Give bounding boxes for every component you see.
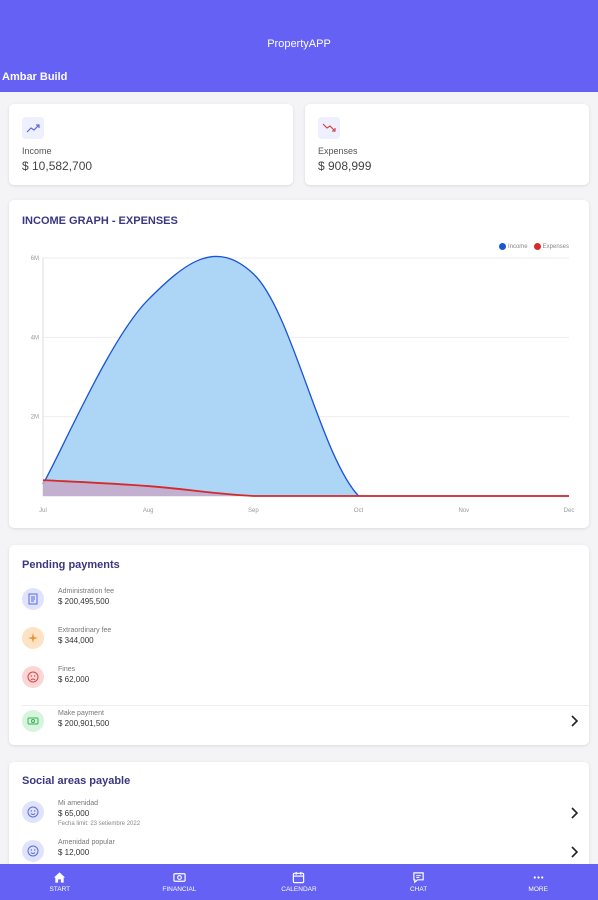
income-value: $ 10,582,700 (22, 159, 93, 173)
chart-title: INCOME GRAPH - EXPENSES (22, 215, 178, 227)
series-area-income (43, 256, 569, 496)
social-item-label: Amenidad popular (58, 839, 115, 846)
nav-label: CALENDAR (281, 886, 317, 893)
sad-face-icon (22, 666, 44, 688)
social-areas-card: Social areas payable Mi amenidad $ 65,00… (9, 762, 589, 872)
income-label: Income (22, 146, 52, 156)
bottom-navigation: START FINANCIAL CALENDAR CHAT MORE (0, 864, 598, 900)
smile-face-icon (22, 840, 44, 862)
make-payment-value: $ 200,901,500 (58, 719, 110, 728)
expenses-label: Expenses (318, 146, 358, 156)
pending-item-value: $ 200,495,500 (58, 597, 110, 606)
document-icon (22, 588, 44, 610)
pending-item-label: Extraordinary fee (58, 627, 112, 634)
social-item-value: $ 65,000 (58, 809, 90, 818)
money-icon (173, 873, 186, 882)
nav-label: FINANCIAL (162, 886, 197, 893)
chat-icon (413, 872, 424, 884)
social-item-deadline: Fecha limit: 23 setiembre 2022 (58, 821, 141, 827)
make-payment-row[interactable]: Make payment $ 200,901,500 (22, 710, 582, 740)
y-tick-label: 6M (31, 256, 39, 262)
series-area-expenses (43, 480, 569, 496)
y-tick-label: 4M (31, 335, 39, 341)
building-name: Ambar Build (2, 71, 68, 83)
pending-item-extraordinary-fee[interactable]: Extraordinary fee $ 344,000 (22, 627, 582, 657)
x-tick-label: Oct (354, 508, 364, 514)
social-areas-title: Social areas payable (22, 775, 131, 787)
home-icon (54, 872, 66, 883)
app-header: PropertyAPP Ambar Build (0, 0, 598, 92)
pending-payments-title: Pending payments (22, 559, 120, 571)
nav-more[interactable]: MORE (478, 864, 598, 900)
trending-up-icon (22, 117, 44, 139)
nav-start[interactable]: START (0, 864, 120, 900)
expenses-card[interactable]: Expenses $ 908,999 (305, 104, 589, 185)
income-card[interactable]: Income $ 10,582,700 (9, 104, 293, 185)
make-payment-label: Make payment (58, 710, 104, 717)
pending-item-administration-fee[interactable]: Administration fee $ 200,495,500 (22, 588, 582, 618)
area-chart: 6M 4M 2M Jul Aug Sep Oct Nov Dec (31, 255, 575, 514)
y-tick-label: 2M (31, 415, 39, 421)
nav-label: START (49, 886, 71, 893)
sparkle-icon (22, 627, 44, 649)
x-tick-label: Aug (143, 508, 154, 514)
pending-item-value: $ 62,000 (58, 675, 90, 684)
pending-payments-card: Pending payments Administration fee $ 20… (9, 545, 590, 745)
x-tick-label: Jul (39, 508, 47, 514)
income-expenses-chart-card: INCOME GRAPH - EXPENSES Income Expenses … (9, 200, 589, 528)
pending-item-label: Administration fee (58, 588, 115, 595)
series-line-expenses (42, 479, 569, 497)
more-icon (533, 876, 544, 879)
nav-financial[interactable]: FINANCIAL (120, 864, 240, 900)
x-tick-label: Dec (564, 508, 575, 514)
social-item-amenidad-popular[interactable]: Amenidad popular $ 12,000 (22, 839, 582, 869)
nav-label: MORE (528, 886, 548, 893)
smile-face-icon (22, 801, 44, 823)
chevron-right-icon[interactable] (569, 846, 579, 858)
legend-expenses[interactable]: Expenses (533, 243, 569, 250)
legend-income[interactable]: Income (498, 243, 528, 250)
nav-calendar[interactable]: CALENDAR (239, 864, 359, 900)
expenses-value: $ 908,999 (318, 159, 372, 173)
app-title: PropertyAPP (267, 38, 331, 50)
social-item-mi-amenidad[interactable]: Mi amenidad $ 65,000 Fecha limit: 23 set… (22, 800, 582, 830)
chart-legend: Income Expenses (498, 243, 569, 250)
pending-item-value: $ 344,000 (58, 636, 94, 645)
cash-icon (22, 710, 44, 732)
social-item-label: Mi amenidad (58, 800, 99, 807)
x-tick-label: Nov (458, 508, 469, 514)
pending-item-label: Fines (58, 666, 76, 673)
pending-item-fines[interactable]: Fines $ 62,000 (22, 666, 582, 696)
trending-down-icon (318, 117, 340, 139)
social-item-value: $ 12,000 (58, 848, 90, 857)
chevron-right-icon[interactable] (569, 807, 579, 819)
divider (22, 705, 590, 706)
chevron-right-icon[interactable] (569, 715, 579, 727)
x-tick-label: Sep (248, 508, 259, 514)
calendar-icon (293, 871, 305, 884)
nav-label: CHAT (409, 886, 428, 893)
nav-chat[interactable]: CHAT (359, 864, 479, 900)
